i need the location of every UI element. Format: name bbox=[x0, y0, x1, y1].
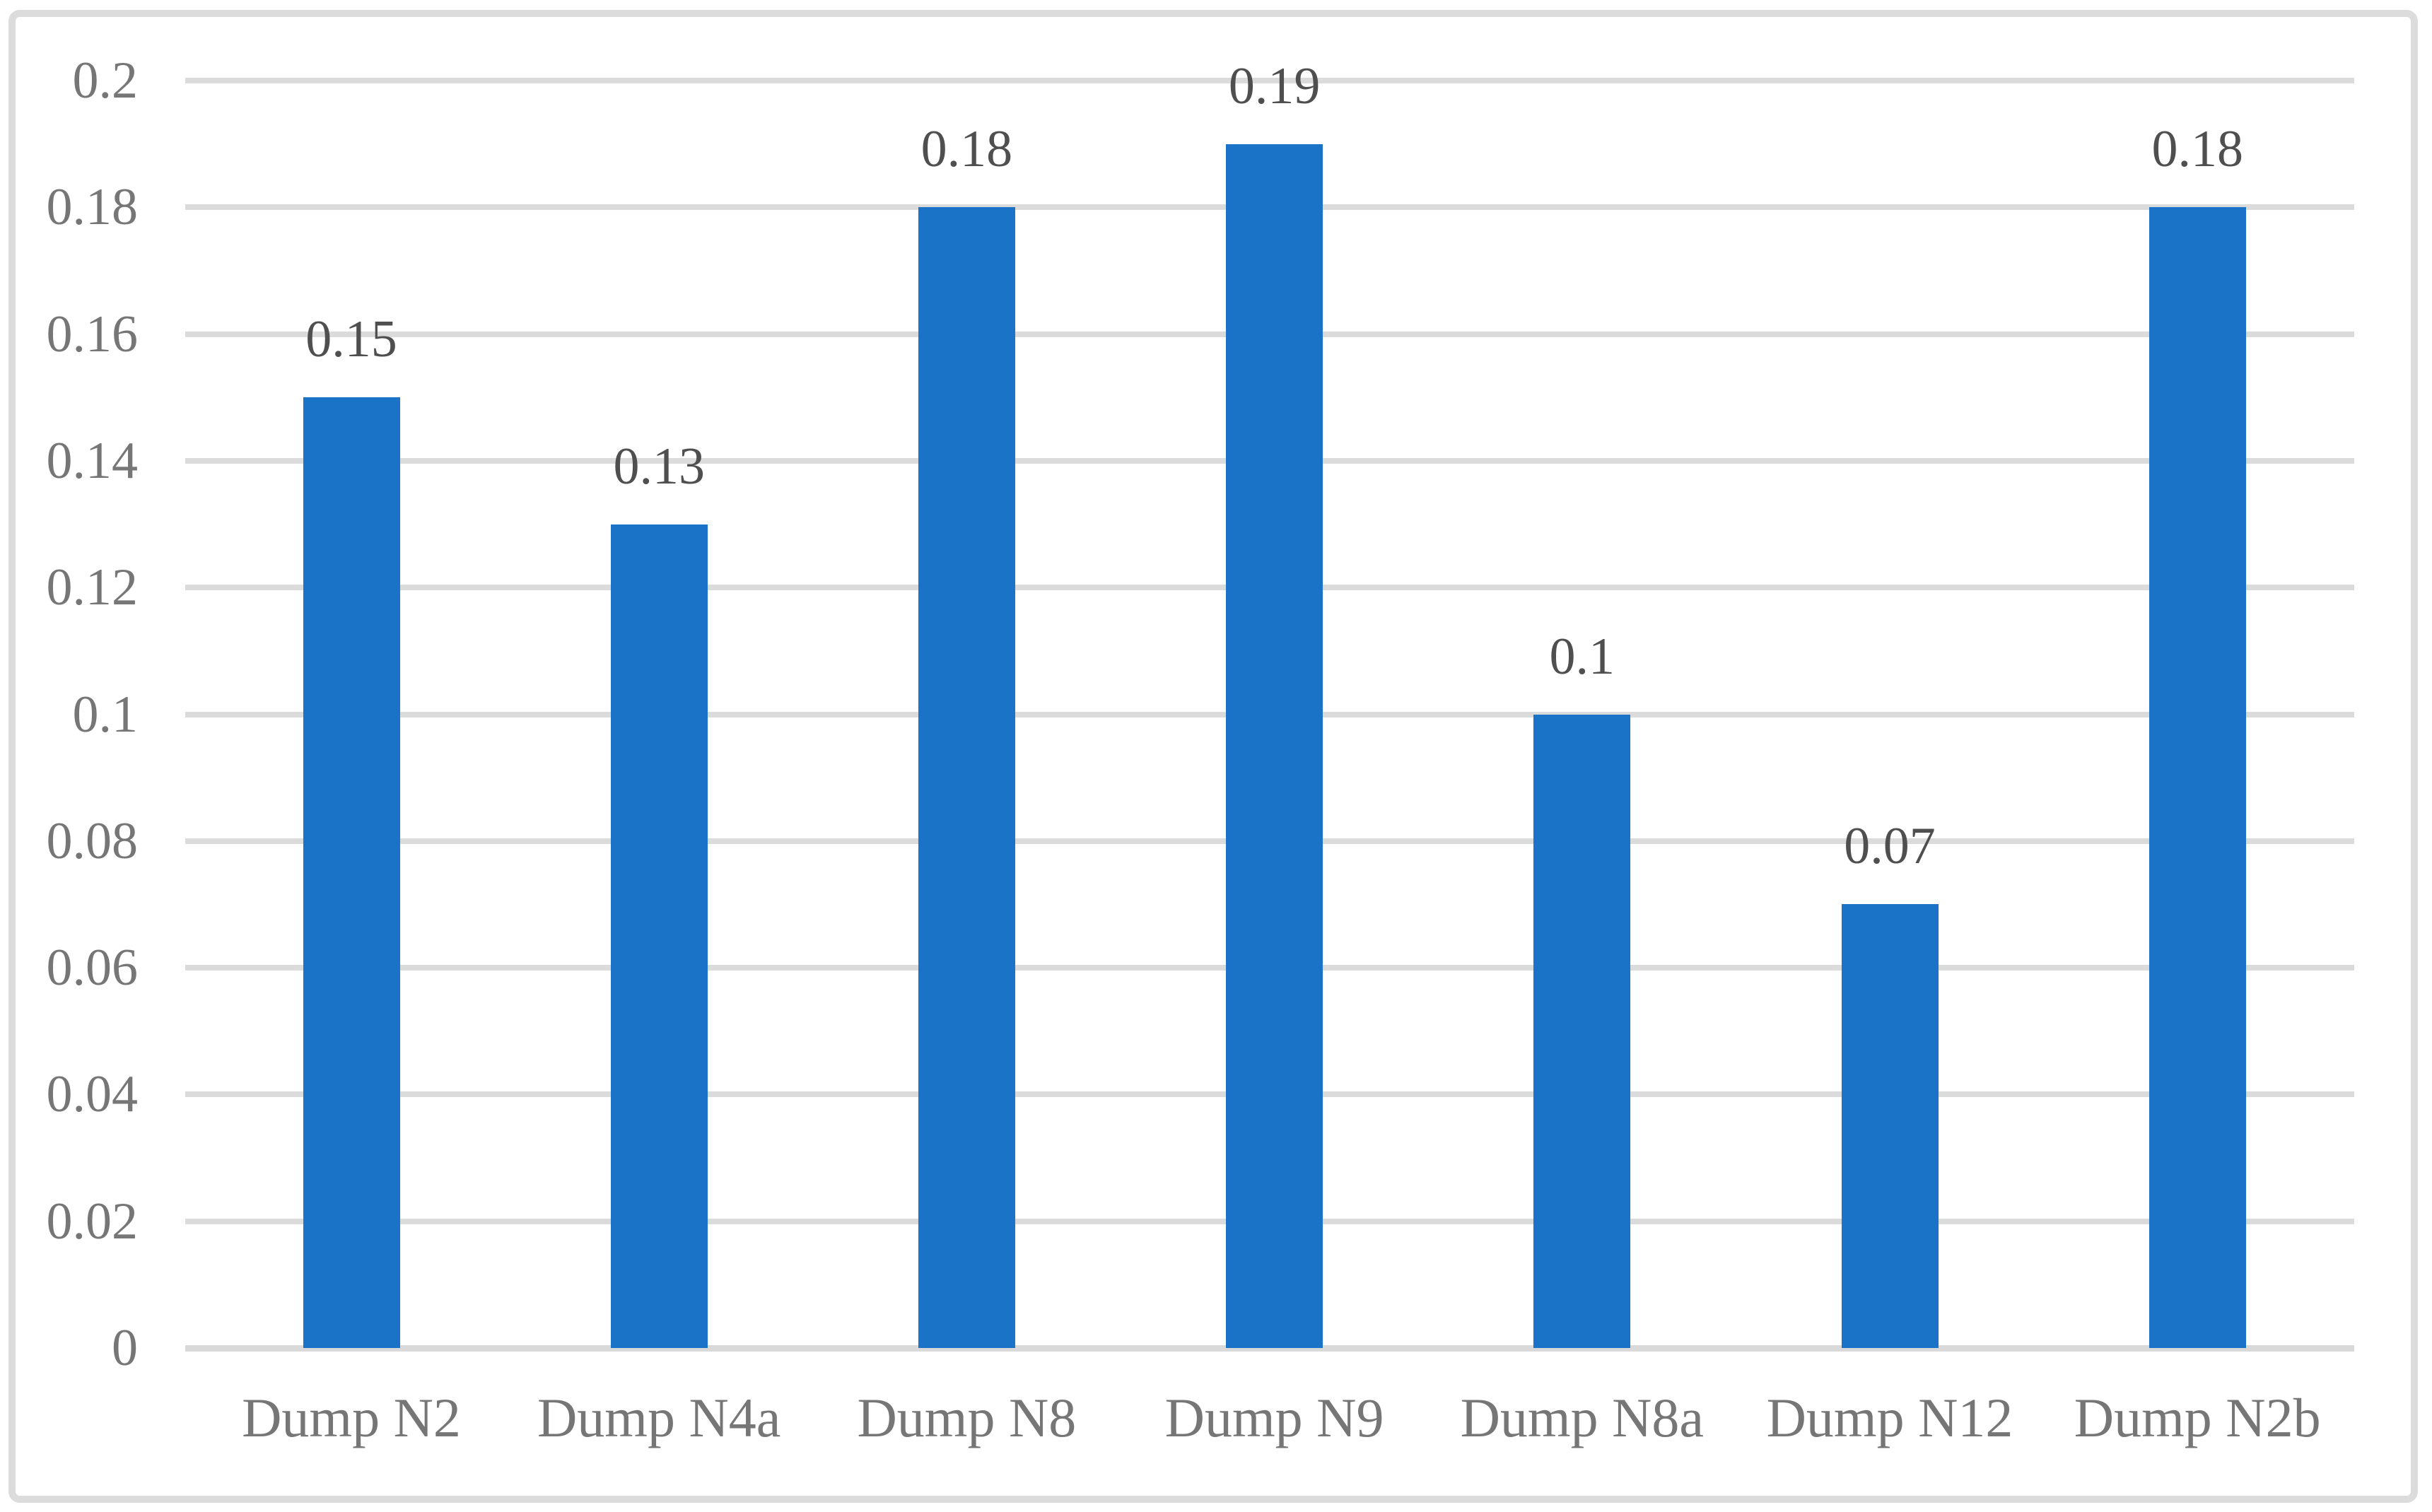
y-tick-label: 0.02 bbox=[46, 1192, 139, 1250]
bar-dump-n9 bbox=[1226, 143, 1323, 1348]
y-tick-label: 0.04 bbox=[46, 1065, 139, 1124]
bar-value-label: 0.18 bbox=[2151, 120, 2243, 179]
bar-dump-n8 bbox=[918, 207, 1015, 1348]
bar-dump-n4a bbox=[610, 524, 708, 1348]
x-tick-label: Dump N9 bbox=[1164, 1387, 1384, 1448]
plot-area: 0 0.02 0.04 0.06 0.08 0.1 0.12 0.14 0.16 0.18 0.2 0… bbox=[16, 17, 2411, 1496]
x-axis-line bbox=[185, 1345, 2354, 1352]
y-tick-label: 0.14 bbox=[46, 431, 139, 490]
y-tick-label: 0.1 bbox=[72, 685, 139, 744]
y-tick-label: 0.18 bbox=[46, 178, 139, 237]
chart-frame: 0 0.02 0.04 0.06 0.08 0.1 0.12 0.14 0.16 0.18 0.2 0… bbox=[8, 10, 2418, 1503]
y-tick-label: 0.08 bbox=[46, 811, 139, 870]
x-tick-label: Dump N8a bbox=[1460, 1387, 1705, 1448]
bar-dump-n2b bbox=[2149, 207, 2246, 1348]
y-tick-label: 0.06 bbox=[46, 939, 139, 997]
bar-value-label: 0.15 bbox=[305, 310, 397, 369]
bar-value-label: 0.1 bbox=[1549, 627, 1615, 686]
bar-value-label: 0.07 bbox=[1844, 817, 1936, 876]
bar-value-label: 0.18 bbox=[920, 120, 1013, 179]
y-tick-label: 0.2 bbox=[72, 52, 139, 110]
x-tick-label: Dump N12 bbox=[1766, 1387, 2013, 1448]
x-tick-label: Dump N2b bbox=[2074, 1387, 2321, 1448]
gridline bbox=[185, 78, 2354, 83]
bar-dump-n12 bbox=[1841, 904, 1939, 1348]
y-tick-label: 0.16 bbox=[46, 305, 139, 363]
x-tick-label: Dump N4a bbox=[537, 1387, 781, 1448]
bar-dump-n2 bbox=[303, 397, 400, 1348]
y-tick-label: 0 bbox=[112, 1319, 138, 1377]
x-tick-label: Dump N8 bbox=[857, 1387, 1077, 1448]
bar-value-label: 0.13 bbox=[613, 437, 705, 496]
x-tick-label: Dump N2 bbox=[242, 1387, 461, 1448]
y-tick-label: 0.12 bbox=[46, 558, 139, 617]
bar-value-label: 0.19 bbox=[1228, 57, 1321, 115]
bar-dump-n8a bbox=[1533, 714, 1631, 1348]
